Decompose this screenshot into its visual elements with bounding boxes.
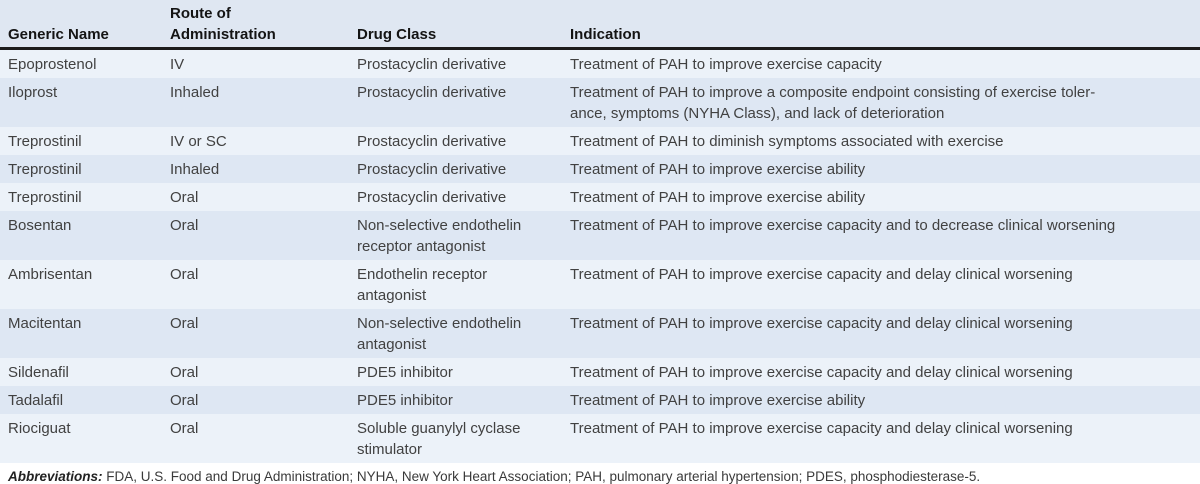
cell-drug-class: Prostacyclin derivative	[357, 133, 507, 150]
cell-generic-name: Bosentan	[8, 217, 72, 234]
cell-generic-name: Epoprostenol	[8, 56, 97, 73]
footnote-label: Abbreviations:	[8, 469, 103, 484]
abbreviations-footnote: Abbreviations: FDA, U.S. Food and Drug A…	[0, 463, 1200, 484]
cell-generic-name: Iloprost	[8, 84, 58, 101]
cell-drug-class: Endothelin receptor antagonist	[357, 266, 488, 304]
table-row: Bosentan Oral Non-selective endothelin r…	[0, 211, 1200, 260]
cell-drug-class: Prostacyclin derivative	[357, 189, 507, 206]
cell-generic-name: Riociguat	[8, 420, 71, 437]
cell-indication: Treatment of PAH to improve exercise abi…	[570, 392, 866, 409]
cell-drug-class: Prostacyclin derivative	[357, 56, 507, 73]
cell-route: Inhaled	[170, 161, 220, 178]
table-body: Epoprostenol IV Prostacyclin derivative …	[0, 48, 1200, 463]
table-row: Ambrisentan Oral Endothelin receptor ant…	[0, 260, 1200, 309]
cell-route: Oral	[170, 266, 199, 283]
table-row: Iloprost Inhaled Prostacyclin derivative…	[0, 78, 1200, 127]
table-row: Macitentan Oral Non-selective endothelin…	[0, 309, 1200, 358]
cell-drug-class: Prostacyclin derivative	[357, 161, 507, 178]
cell-generic-name: Treprostinil	[8, 133, 82, 150]
table-row: Treprostinil IV or SC Prostacyclin deriv…	[0, 127, 1200, 155]
table-header: Generic Name Route of Administration Dru…	[0, 0, 1200, 49]
cell-indication: Treatment of PAH to improve exercise cap…	[570, 315, 1073, 332]
cell-route: Oral	[170, 189, 199, 206]
pah-drug-table: Generic Name Route of Administration Dru…	[0, 0, 1200, 463]
col-header-generic-name: Generic Name	[0, 0, 162, 49]
cell-generic-name: Treprostinil	[8, 189, 82, 206]
cell-route: Oral	[170, 364, 199, 381]
table-row: Riociguat Oral Soluble guanylyl cyclase …	[0, 414, 1200, 463]
cell-route: Oral	[170, 315, 199, 332]
cell-drug-class: Non-selective endothelin receptor antago…	[357, 217, 522, 255]
table-row: Epoprostenol IV Prostacyclin derivative …	[0, 48, 1200, 78]
cell-drug-class: PDE5 inhibitor	[357, 364, 453, 381]
cell-route: Inhaled	[170, 84, 220, 101]
table-row: Sildenafil Oral PDE5 inhibitor Treatment…	[0, 358, 1200, 386]
table-row: Treprostinil Inhaled Prostacyclin deriva…	[0, 155, 1200, 183]
cell-generic-name: Sildenafil	[8, 364, 69, 381]
cell-route: Oral	[170, 217, 199, 234]
cell-drug-class: Prostacyclin derivative	[357, 84, 507, 101]
col-header-drug-class: Drug Class	[349, 0, 562, 49]
cell-indication: Treatment of PAH to improve exercise cap…	[570, 266, 1073, 283]
cell-drug-class: Non-selective endothelin antagonist	[357, 315, 522, 353]
cell-indication: Treatment of PAH to diminish symptoms as…	[570, 133, 1004, 150]
cell-generic-name: Tadalafil	[8, 392, 64, 409]
cell-drug-class: Soluble guanylyl cyclase stimulator	[357, 420, 521, 458]
cell-indication: Treatment of PAH to improve exercise abi…	[570, 189, 866, 206]
col-header-indication: Indication	[562, 0, 1200, 49]
col-header-route-of-administration: Route of Administration	[162, 0, 349, 49]
cell-indication: Treatment of PAH to improve a composite …	[570, 84, 1096, 122]
cell-indication: Treatment of PAH to improve exercise cap…	[570, 217, 1116, 234]
table-row: Treprostinil Oral Prostacyclin derivativ…	[0, 183, 1200, 211]
cell-generic-name: Treprostinil	[8, 161, 82, 178]
cell-indication: Treatment of PAH to improve exercise cap…	[570, 420, 1073, 437]
cell-route: Oral	[170, 420, 199, 437]
table-row: Tadalafil Oral PDE5 inhibitor Treatment …	[0, 386, 1200, 414]
cell-route: IV or SC	[170, 133, 227, 150]
cell-drug-class: PDE5 inhibitor	[357, 392, 453, 409]
cell-indication: Treatment of PAH to improve exercise abi…	[570, 161, 866, 178]
cell-indication: Treatment of PAH to improve exercise cap…	[570, 56, 882, 73]
footnote-text: FDA, U.S. Food and Drug Administration; …	[102, 469, 981, 484]
cell-generic-name: Ambrisentan	[8, 266, 93, 283]
cell-indication: Treatment of PAH to improve exercise cap…	[570, 364, 1073, 381]
cell-route: Oral	[170, 392, 199, 409]
cell-generic-name: Macitentan	[8, 315, 82, 332]
cell-route: IV	[170, 56, 185, 73]
header-row: Generic Name Route of Administration Dru…	[0, 0, 1200, 49]
